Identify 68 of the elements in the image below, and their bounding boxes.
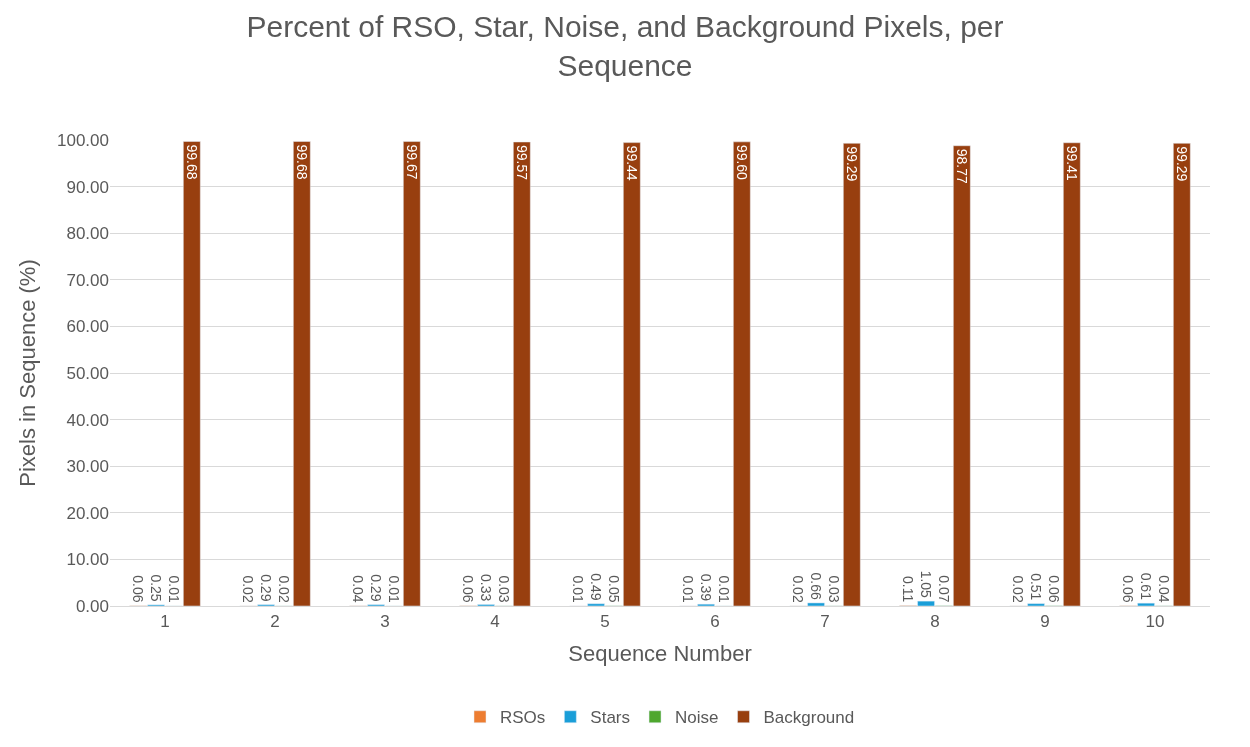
data-label: 0.29 [368, 574, 385, 602]
x-tick-label: 7 [820, 612, 830, 632]
y-tick-label: 50.00 [66, 363, 109, 383]
data-label: 99.29 [1173, 146, 1190, 182]
y-tick-label: 90.00 [66, 177, 109, 197]
y-tick-label: 20.00 [66, 503, 109, 523]
y-tick-label: 0.00 [75, 596, 109, 616]
data-label: 0.01 [385, 575, 402, 603]
x-tick-label: 9 [1040, 612, 1050, 632]
data-label: 99.68 [183, 144, 200, 180]
data-label: 0.04 [350, 575, 367, 603]
x-axis-title: Sequence Number [568, 641, 752, 667]
data-label: 0.06 [460, 575, 477, 603]
data-label: 0.06 [130, 575, 147, 603]
data-label: 99.57 [513, 145, 530, 181]
legend-label: Noise [675, 708, 719, 728]
data-label: 0.25 [148, 574, 165, 602]
y-tick-label: 100.00 [57, 130, 109, 150]
data-label: 99.68 [293, 144, 310, 180]
data-label: 0.61 [1138, 572, 1155, 601]
data-label: 0.04 [1155, 575, 1172, 603]
y-tick-label: 40.00 [66, 410, 109, 430]
data-label: 0.49 [588, 573, 605, 601]
data-label: 0.06 [1120, 575, 1137, 603]
x-tick-label: 8 [930, 612, 940, 632]
data-label: 0.51 [1028, 573, 1045, 601]
legend-label: RSOs [500, 708, 546, 728]
x-tick-label: 4 [490, 612, 500, 632]
data-label: 0.01 [165, 575, 182, 603]
x-tick-label: 10 [1145, 612, 1165, 632]
y-axis-title: Pixels in Sequence (%) [14, 259, 40, 487]
x-tick-label: 6 [710, 612, 720, 632]
data-label: 99.29 [843, 146, 860, 182]
y-tick-label: 80.00 [66, 224, 109, 244]
y-tick-label: 60.00 [66, 317, 109, 337]
data-label: 0.02 [240, 575, 257, 603]
data-label: 98.77 [953, 148, 970, 184]
data-label: 0.39 [698, 573, 715, 602]
data-label: 0.07 [935, 575, 952, 603]
x-tick-label: 3 [380, 612, 390, 632]
y-tick-label: 70.00 [66, 270, 109, 290]
chart-title: Percent of RSO, Star, Noise, and Background Pixels, per Sequence [246, 10, 1004, 83]
data-label: 0.66 [808, 572, 825, 600]
data-label: 0.01 [680, 575, 697, 603]
data-label: 99.60 [733, 144, 750, 181]
data-label: 0.02 [275, 575, 292, 603]
legend-label: Background [763, 708, 855, 728]
data-label: 0.06 [1045, 575, 1062, 603]
data-label: 0.02 [1010, 575, 1027, 603]
x-tick-label: 5 [600, 612, 610, 632]
data-label: 0.03 [825, 575, 842, 603]
x-tick-label: 2 [270, 612, 280, 632]
data-label: 99.67 [403, 144, 420, 180]
x-tick-label: 1 [160, 612, 170, 632]
data-label: 99.41 [1063, 145, 1080, 181]
data-label: 0.29 [258, 574, 275, 602]
data-label: 0.05 [605, 575, 622, 603]
data-label: 99.44 [623, 145, 640, 181]
data-label: 0.33 [478, 574, 495, 602]
data-label: 0.01 [570, 575, 587, 603]
y-tick-label: 10.00 [66, 550, 109, 570]
y-tick-label: 30.00 [66, 457, 109, 477]
data-label: 0.02 [790, 575, 807, 603]
data-label: 1.05 [918, 570, 935, 599]
legend-label: Stars [590, 708, 631, 728]
data-label: 0.03 [495, 575, 512, 603]
data-label: 0.01 [715, 575, 732, 603]
data-label: 0.11 [900, 576, 917, 603]
